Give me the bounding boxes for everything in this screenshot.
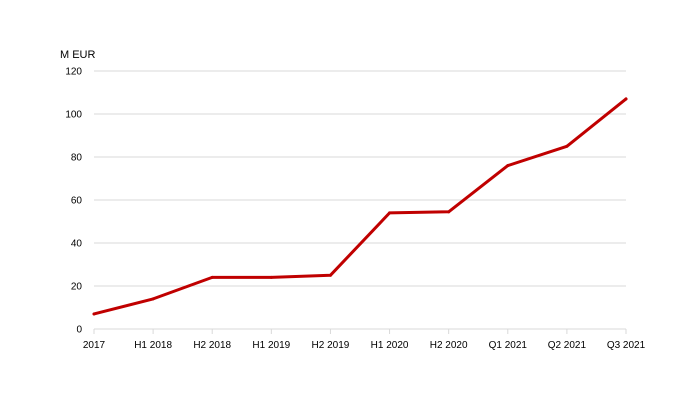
- x-tick-label: Q1 2021: [489, 340, 528, 351]
- data-point: [565, 144, 569, 148]
- y-axis-unit-label: M EUR: [60, 49, 96, 61]
- y-tick-label: 100: [65, 110, 82, 121]
- y-tick-label: 60: [71, 196, 83, 207]
- x-tick-label: H1 2020: [371, 340, 409, 351]
- x-axis-tick-labels: 2017 H1 2018 H2 2018 H1 2019 H2 2019 H1 2020 H…: [83, 340, 646, 351]
- x-tick-label: Q2 2021: [548, 340, 587, 351]
- data-point: [269, 275, 273, 279]
- y-tick-label: 0: [76, 325, 82, 336]
- y-tick-label: 40: [71, 239, 83, 250]
- x-tick-label: 2017: [83, 340, 106, 351]
- x-tick-label: H1 2019: [252, 340, 290, 351]
- y-tick-label: 80: [71, 153, 83, 164]
- data-point: [92, 312, 96, 316]
- x-tick-label: H1 2018: [134, 340, 172, 351]
- x-tick-label: H2 2018: [193, 340, 231, 351]
- y-tick-label: 120: [65, 67, 82, 78]
- y-axis-tick-labels: 0 20 40 60 80 100 120: [65, 67, 82, 336]
- data-point: [388, 211, 392, 215]
- x-tick-label: H2 2020: [430, 340, 468, 351]
- data-point: [447, 210, 451, 214]
- y-tick-label: 20: [71, 282, 83, 293]
- series-group: [92, 97, 628, 316]
- x-axis: [93, 328, 627, 334]
- gridlines: [94, 70, 626, 287]
- data-point: [151, 297, 155, 301]
- series-line: [92, 97, 628, 316]
- data-point: [328, 273, 332, 277]
- x-tick-label: H2 2019: [312, 340, 350, 351]
- x-tick-label: Q3 2021: [607, 340, 646, 351]
- data-point: [624, 97, 628, 101]
- data-point: [506, 164, 510, 168]
- data-point: [210, 275, 214, 279]
